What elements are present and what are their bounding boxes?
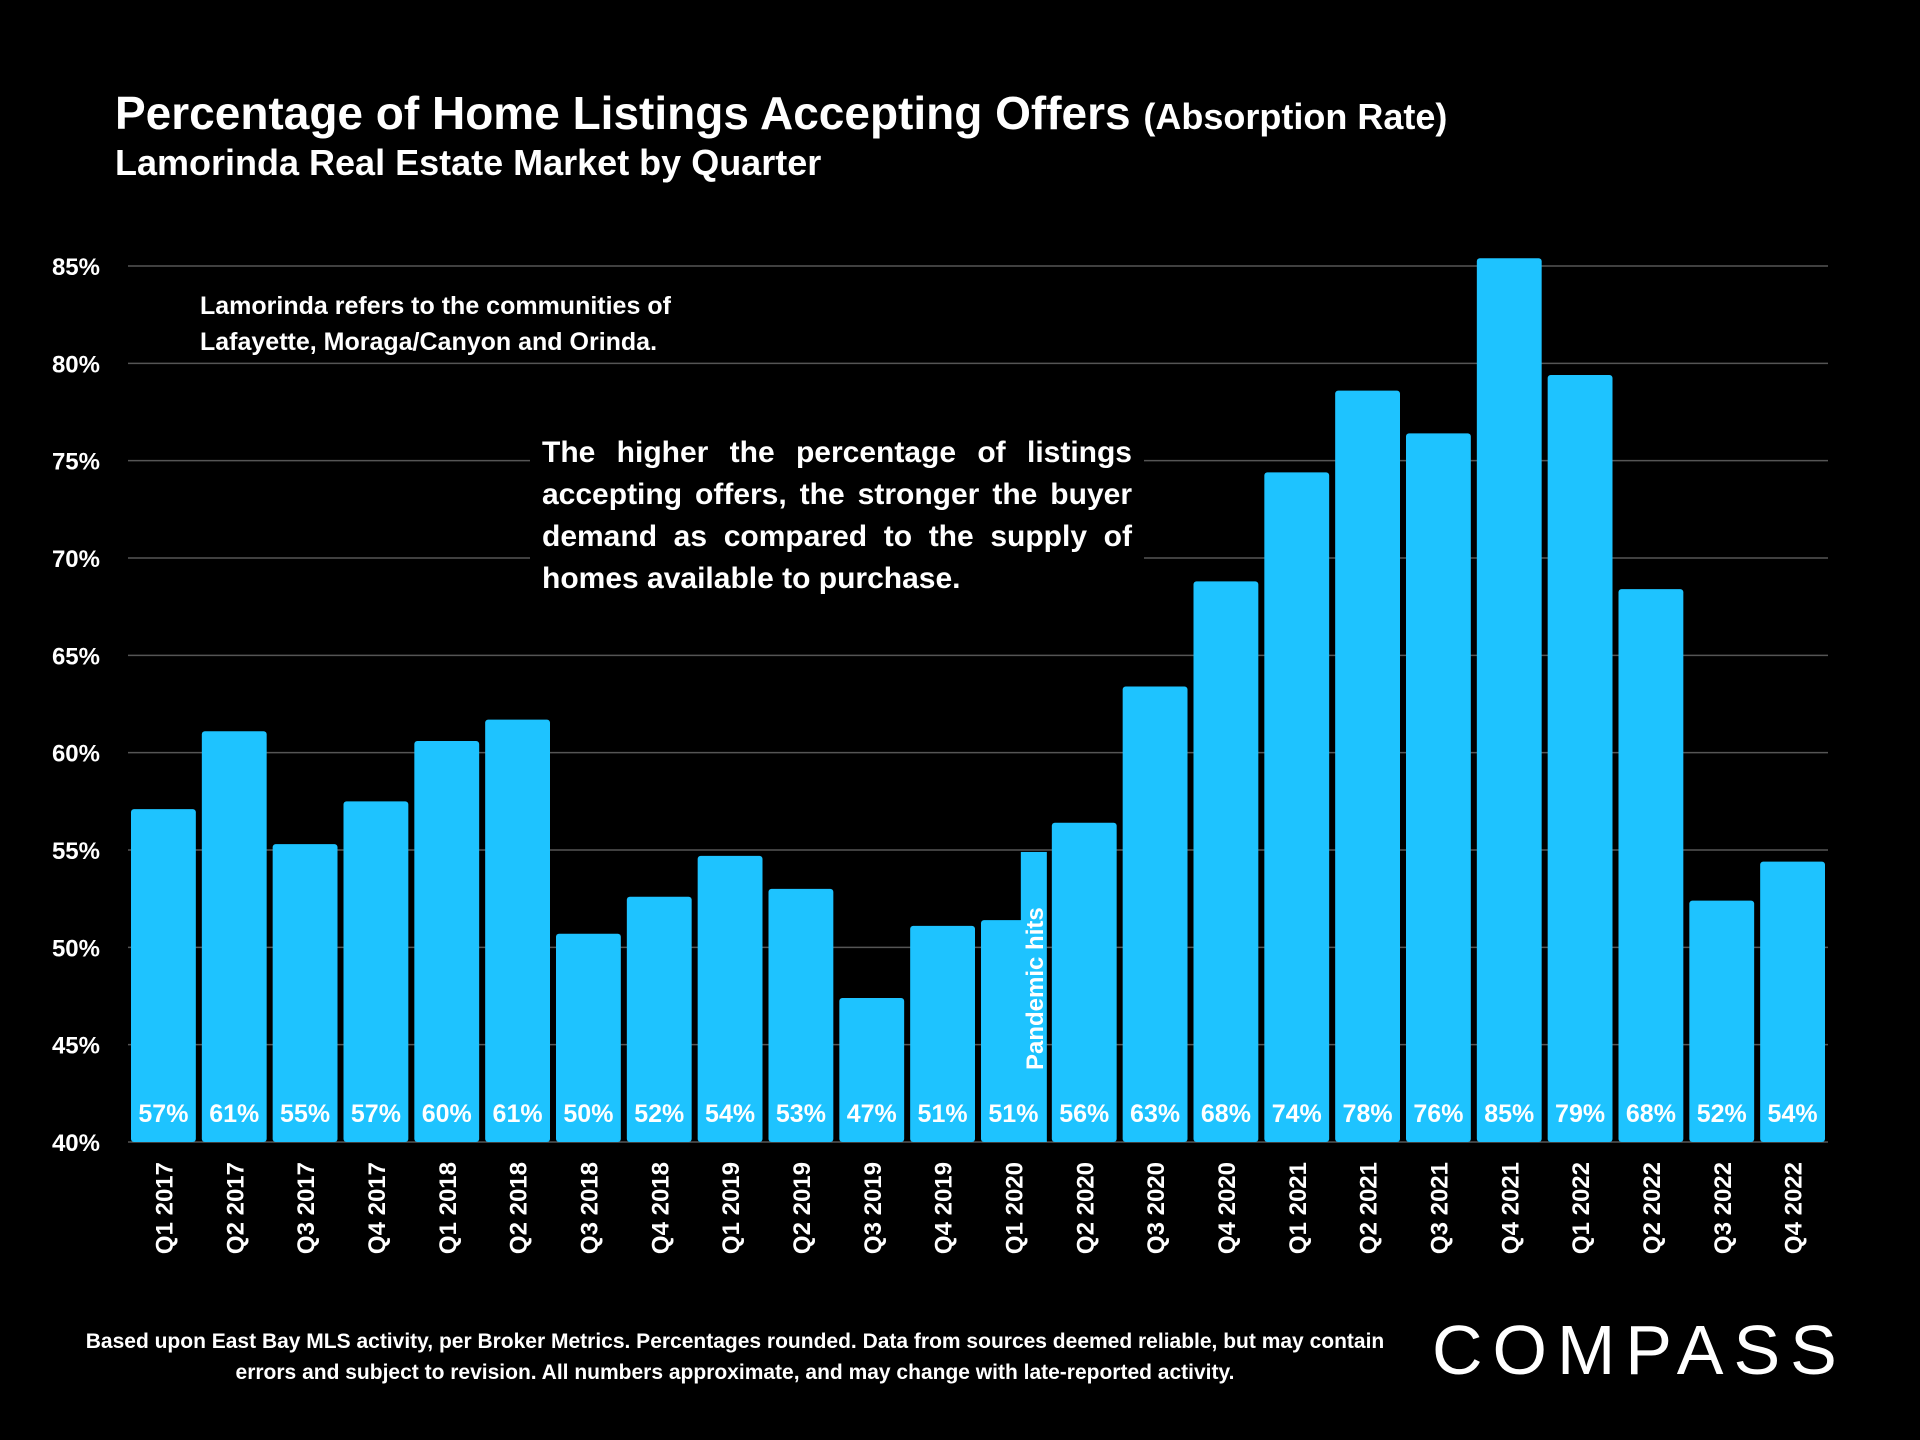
pandemic-annotation: Pandemic hits — [1022, 907, 1049, 1070]
x-tick-label: Q4 2020 — [1214, 1162, 1241, 1254]
x-tick-label: Q1 2017 — [151, 1162, 178, 1254]
bar — [1193, 581, 1259, 1142]
y-tick-label: 80% — [52, 351, 100, 378]
bar — [1547, 375, 1613, 1143]
data-label: 60% — [422, 1100, 472, 1128]
x-tick-label: Q4 2021 — [1497, 1162, 1524, 1254]
data-label: 55% — [280, 1100, 330, 1128]
bar — [1760, 861, 1825, 1142]
data-label: 79% — [1555, 1100, 1605, 1128]
bar — [768, 888, 834, 1142]
data-label: 54% — [705, 1100, 755, 1128]
y-tick-label: 55% — [52, 838, 100, 865]
y-tick-label: 65% — [52, 643, 100, 670]
y-tick-label: 60% — [52, 741, 100, 768]
data-label: 51% — [918, 1100, 968, 1128]
x-tick-label: Q2 2022 — [1639, 1162, 1666, 1254]
bar — [1618, 589, 1684, 1142]
data-label: 57% — [138, 1100, 188, 1128]
data-label: 61% — [209, 1100, 259, 1128]
data-label: 50% — [563, 1100, 613, 1128]
x-tick-label: Q4 2019 — [931, 1162, 958, 1254]
data-label: 63% — [1130, 1100, 1180, 1128]
footer-disclaimer: Based upon East Bay MLS activity, per Br… — [85, 1330, 1385, 1384]
bar — [1122, 686, 1188, 1142]
bar — [414, 740, 480, 1142]
data-label: 51% — [988, 1100, 1038, 1128]
y-tick-label: 50% — [52, 935, 100, 962]
x-tick-label: Q1 2019 — [718, 1162, 745, 1254]
y-tick-label: 45% — [52, 1033, 100, 1060]
bar — [626, 896, 692, 1142]
data-label: 68% — [1626, 1100, 1676, 1128]
data-label: 74% — [1272, 1100, 1322, 1128]
bar — [1476, 258, 1542, 1142]
data-label: 52% — [1697, 1100, 1747, 1128]
communities-note: Lamorinda refers to the communities of L… — [200, 292, 671, 356]
chart-subtitle: Lamorinda Real Estate Market by Quarter — [115, 142, 822, 183]
bar — [839, 997, 905, 1142]
x-tick-label: Q2 2018 — [506, 1162, 533, 1254]
explanation-note: The higher the percentage of listings ac… — [530, 428, 1144, 604]
x-tick-label: Q3 2020 — [1143, 1162, 1170, 1254]
bar — [697, 855, 763, 1142]
compass-logo: COMPASS — [1432, 1311, 1847, 1389]
x-tick-label: Q3 2017 — [293, 1162, 320, 1254]
x-tick-label: Q1 2020 — [1001, 1162, 1028, 1254]
bar — [1406, 433, 1471, 1142]
x-tick-label: Q1 2022 — [1568, 1162, 1595, 1254]
y-tick-label: 40% — [52, 1130, 100, 1157]
x-tick-label: Q2 2017 — [222, 1162, 249, 1254]
bar — [910, 925, 975, 1142]
data-label: 78% — [1343, 1100, 1393, 1128]
bar — [1335, 390, 1400, 1142]
data-label: 76% — [1413, 1100, 1463, 1128]
bar — [131, 809, 196, 1142]
data-label: 56% — [1059, 1100, 1109, 1128]
chart-title-main: Percentage of Home Listings Accepting Of… — [115, 87, 1131, 139]
x-tick-label: Q4 2022 — [1781, 1162, 1808, 1254]
bar — [201, 731, 267, 1142]
y-tick-label: 75% — [52, 449, 100, 476]
bar — [1051, 822, 1117, 1142]
x-tick-label: Q3 2019 — [860, 1162, 887, 1254]
data-label: 61% — [493, 1100, 543, 1128]
bar — [485, 719, 550, 1142]
x-tick-label: Q3 2021 — [1426, 1162, 1453, 1254]
x-tick-label: Q1 2021 — [1285, 1162, 1312, 1254]
x-tick-label: Q2 2020 — [1072, 1162, 1099, 1254]
data-label: 53% — [776, 1100, 826, 1128]
x-tick-label: Q3 2022 — [1710, 1162, 1737, 1254]
data-label: 54% — [1768, 1100, 1818, 1128]
data-label: 85% — [1484, 1100, 1534, 1128]
x-tick-label: Q2 2019 — [789, 1162, 816, 1254]
chart-title-paren: (Absorption Rate) — [1143, 96, 1448, 137]
bar — [556, 933, 621, 1142]
chart-title: Percentage of Home Listings Accepting Of… — [115, 86, 1447, 140]
bar — [1689, 900, 1755, 1142]
y-tick-label: 70% — [52, 546, 100, 573]
annotation-bar — [1020, 851, 1047, 1142]
x-tick-label: Q1 2018 — [435, 1162, 462, 1254]
data-label: 68% — [1201, 1100, 1251, 1128]
bar — [1264, 472, 1330, 1142]
data-label: 47% — [847, 1100, 897, 1128]
bar — [272, 844, 338, 1142]
data-label: 57% — [351, 1100, 401, 1128]
bar — [343, 801, 409, 1142]
x-tick-label: Q4 2017 — [364, 1162, 391, 1254]
x-tick-label: Q4 2018 — [647, 1162, 674, 1254]
x-tick-label: Q2 2021 — [1356, 1162, 1383, 1254]
y-tick-label: 85% — [52, 254, 100, 281]
x-tick-label: Q3 2018 — [576, 1162, 603, 1254]
data-label: 52% — [634, 1100, 684, 1128]
